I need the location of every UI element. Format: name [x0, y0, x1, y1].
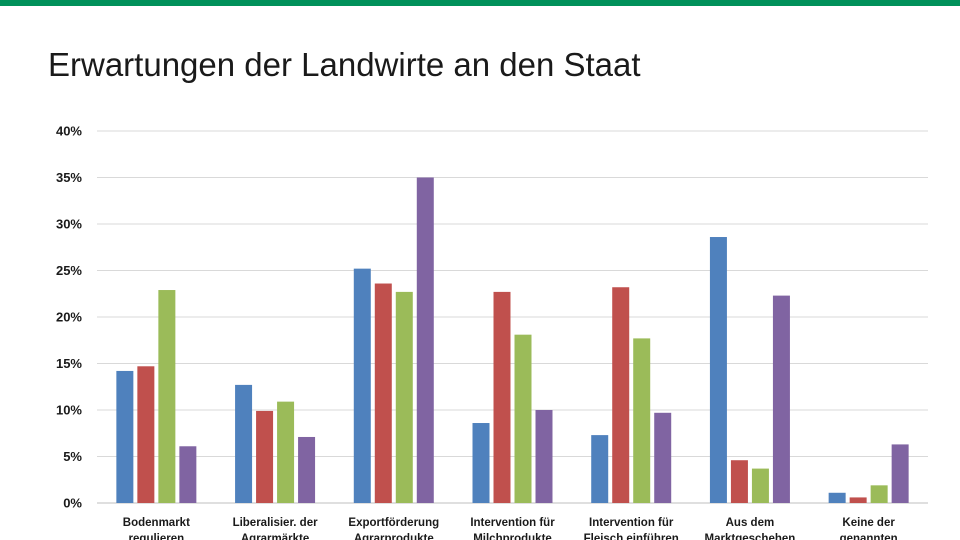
x-category-label: Milchprodukte — [473, 533, 552, 540]
x-category-label: Intervention für — [589, 517, 674, 529]
x-category-label: Bodenmarkt — [123, 517, 190, 529]
bar — [493, 291, 511, 503]
bar — [730, 460, 748, 503]
x-category-label: Liberalisier. der — [233, 517, 319, 529]
bar — [137, 366, 155, 503]
bar — [709, 237, 727, 503]
bar — [828, 492, 846, 503]
bar — [591, 435, 609, 503]
y-tick-label: 10% — [56, 403, 82, 418]
x-category-label: Marktgeschehen — [705, 533, 796, 540]
bar — [298, 436, 316, 503]
x-category-label: regulieren — [129, 533, 185, 540]
x-category-label: Keine der — [842, 517, 895, 529]
chart-title: Erwartungen der Landwirte an den Staat — [48, 46, 641, 83]
x-category-label: Agrarmärkte — [241, 533, 309, 540]
x-category-label: Fleisch einführen — [584, 533, 679, 540]
bar — [514, 334, 532, 503]
bar — [870, 485, 888, 503]
bar — [891, 444, 909, 503]
bar — [416, 177, 434, 503]
bar — [374, 283, 392, 503]
bar — [612, 287, 630, 503]
y-tick-label: 35% — [56, 170, 82, 185]
x-category-label: Intervention für — [470, 517, 555, 529]
y-tick-label: 15% — [56, 356, 82, 371]
y-tick-label: 0% — [63, 496, 82, 511]
bar — [158, 290, 176, 503]
bar — [654, 412, 672, 503]
bar — [751, 468, 769, 503]
top-accent-bar — [0, 0, 960, 6]
bar — [179, 446, 197, 503]
y-tick-label: 5% — [63, 449, 82, 464]
x-category-label: Aus dem — [726, 517, 775, 529]
x-category-label: Agrarprodukte — [354, 533, 434, 540]
bar — [633, 338, 651, 503]
bar — [395, 291, 413, 503]
y-tick-label: 30% — [56, 217, 82, 232]
x-category-label: genannten — [840, 533, 898, 540]
bar — [277, 401, 295, 503]
bar — [235, 384, 253, 503]
bar — [256, 410, 274, 503]
x-category-label: Exportförderung — [348, 517, 439, 529]
y-tick-label: 20% — [56, 310, 82, 325]
bar — [772, 295, 790, 503]
bar — [353, 268, 371, 503]
bar — [849, 497, 867, 503]
y-tick-label: 40% — [56, 124, 82, 139]
bar — [116, 370, 134, 503]
bar — [472, 423, 490, 503]
bar — [535, 410, 553, 503]
y-tick-label: 25% — [56, 263, 82, 278]
